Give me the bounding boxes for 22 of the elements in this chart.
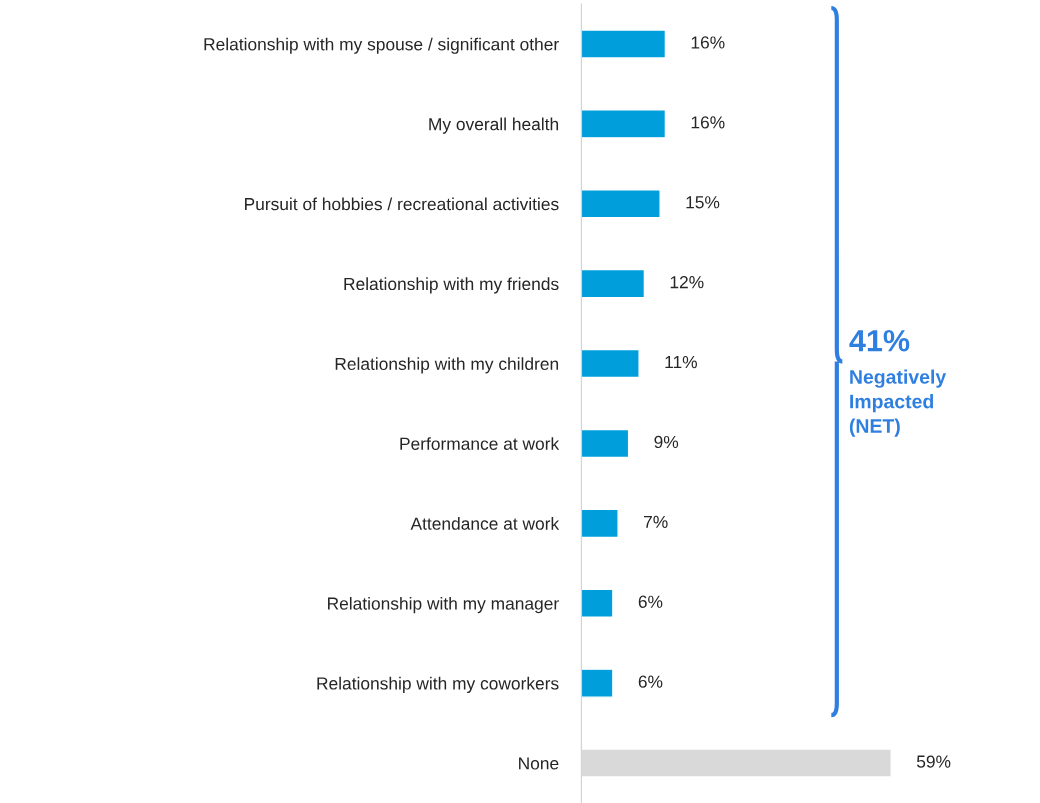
data-label: 16%	[691, 36, 725, 49]
data-label: 9%	[654, 435, 679, 449]
data-label: 6%	[638, 675, 663, 688]
data-label: 11%	[665, 356, 697, 369]
y-tick-label: My overall health	[429, 117, 559, 134]
data-label: 16%	[691, 116, 725, 129]
y-tick-label: None	[519, 757, 559, 770]
data-label: 15%	[686, 196, 720, 209]
y-tick-label: Performance at work	[400, 437, 560, 450]
y-tick-label: Relationship with my spouse / significant other	[204, 37, 559, 54]
data-label: 59%	[916, 755, 951, 768]
y-tick-label: Relationship with my coworkers	[317, 676, 559, 694]
annotation: Negatively Impacted (NET)	[849, 369, 947, 437]
annotation: 41%	[849, 329, 910, 352]
y-tick-label: Relationship with my friends	[344, 277, 559, 294]
data-label: 12%	[670, 276, 704, 289]
data-label: 6%	[638, 595, 663, 608]
y-tick-label: Relationship with my manager	[328, 596, 559, 614]
y-tick-label: Relationship with my children	[335, 357, 559, 374]
data-label: 7%	[644, 515, 668, 528]
y-tick-label: Attendance at work	[410, 517, 560, 530]
y-tick-label: Pursuit of hobbies / recreational activities	[245, 197, 559, 211]
